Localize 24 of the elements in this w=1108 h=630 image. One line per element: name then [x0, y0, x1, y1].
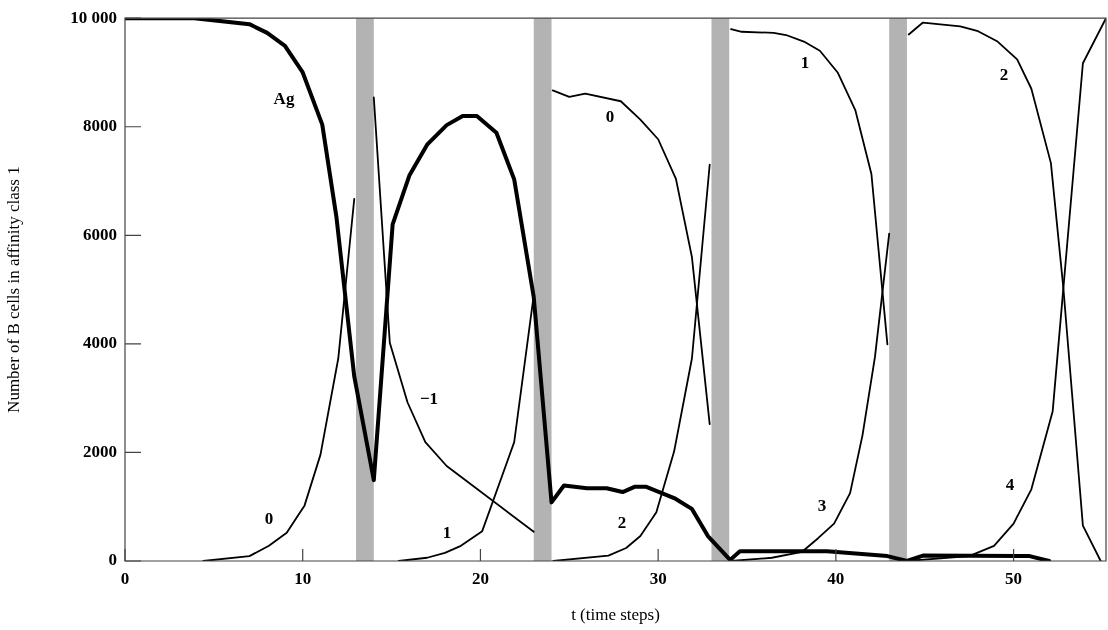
series-label: 0 — [264, 509, 274, 529]
series-label: 1 — [800, 53, 810, 73]
series-label: 3 — [817, 496, 827, 516]
x-tick-label: 40 — [827, 568, 845, 588]
y-tick-label: 6000 — [83, 224, 117, 244]
y-tick-label: 2000 — [83, 441, 117, 461]
series-label: −1 — [419, 389, 439, 409]
x-tick-label: 10 — [294, 568, 312, 588]
x-axis-title: t (time steps) — [571, 605, 660, 625]
series-label: 2 — [617, 513, 627, 533]
x-tick-label: 50 — [1005, 568, 1023, 588]
y-tick-label: 0 — [108, 550, 117, 570]
x-tick-label: 20 — [471, 568, 489, 588]
y-tick-label: 4000 — [83, 333, 117, 353]
y-axis-title: Number of B cells in affinity class 1 — [3, 166, 23, 413]
series-label: 4 — [1005, 475, 1015, 495]
y-tick-label: 10 000 — [70, 7, 117, 27]
x-tick-label: 0 — [120, 568, 130, 588]
y-tick-label: 8000 — [83, 116, 117, 136]
series-label: 2 — [999, 65, 1009, 85]
series-label: 0 — [605, 107, 615, 127]
x-tick-label: 30 — [649, 568, 667, 588]
series-label: 1 — [442, 523, 452, 543]
series-label: Ag — [273, 89, 295, 109]
